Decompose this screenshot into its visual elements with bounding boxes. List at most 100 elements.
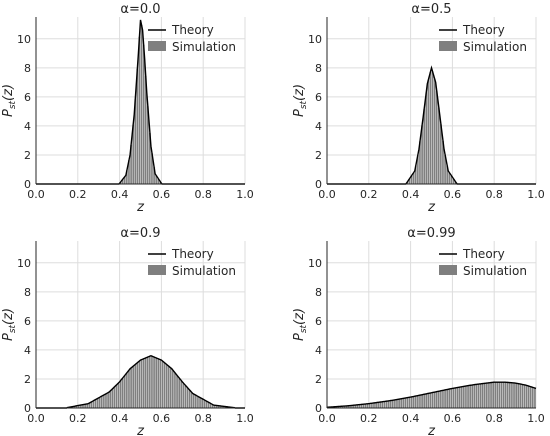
legend-theory-label: Theory — [171, 23, 214, 37]
histogram-bar — [159, 359, 162, 409]
legend-theory-label: Theory — [462, 247, 505, 261]
x-axis-label: z — [136, 200, 145, 215]
x-tick-label: 1.0 — [527, 412, 545, 425]
chart-panel-3: 0.0 0.2 0.4 0.6 0.8 1.0 0 2 4 6 8 10 α=0.9 z Pst(z) The… — [1, 226, 254, 436]
x-tick-label: 0.6 — [153, 412, 171, 425]
histogram-bar — [393, 399, 397, 409]
y-axis-label-main: P — [1, 333, 16, 341]
y-axis-label: Pst(z) — [1, 308, 18, 341]
x-tick-label: 0.8 — [194, 412, 212, 425]
x-tick-label: 0.0 — [318, 188, 336, 201]
histogram-bar — [391, 400, 395, 409]
x-tick-label: 0.6 — [444, 412, 462, 425]
y-tick-label: 2 — [315, 149, 322, 162]
legend-simulation-swatch — [439, 41, 457, 51]
histogram-bar — [395, 399, 399, 409]
histogram-bar — [500, 381, 503, 409]
histogram-bar — [454, 387, 457, 409]
histogram-bar — [418, 394, 422, 409]
histogram-bar — [182, 382, 185, 409]
y-axis-label: Pst(z) — [292, 308, 309, 341]
histogram-bar — [425, 91, 428, 185]
x-tick-label: 0.2 — [360, 412, 378, 425]
histogram-bar — [450, 388, 453, 409]
histogram-bar — [427, 393, 430, 409]
simulation-histogram — [119, 24, 162, 185]
histogram-bar — [514, 383, 518, 409]
histogram-bar — [173, 372, 177, 409]
legend: Theory Simulation — [148, 247, 236, 278]
legend-theory-label: Theory — [171, 247, 214, 261]
y-axis-label-subscript: st — [8, 324, 18, 333]
x-tick-label: 0.0 — [27, 188, 45, 201]
histogram-bar — [502, 381, 505, 409]
y-axis-label-rest: (z) — [1, 308, 16, 325]
histogram-bar — [533, 387, 537, 409]
histogram-bar — [104, 393, 108, 409]
y-tick-label: 8 — [24, 286, 31, 299]
histogram-bar — [98, 397, 101, 409]
histogram-bar — [194, 395, 198, 409]
histogram-bar — [491, 382, 495, 409]
x-tick-label: 0.6 — [444, 188, 462, 201]
histogram-bar — [512, 382, 516, 409]
histogram-bar — [123, 375, 127, 409]
histogram-bar — [435, 90, 438, 185]
y-tick-label: 8 — [24, 62, 31, 75]
histogram-bar — [94, 399, 97, 409]
histogram-bar — [466, 385, 470, 409]
histogram-bar — [452, 388, 455, 409]
histogram-bar — [437, 107, 441, 185]
histogram-bar — [152, 356, 156, 409]
theory-line — [326, 381, 537, 408]
x-axis-label: z — [427, 200, 436, 215]
histogram-bar — [487, 382, 491, 409]
histogram-bar — [385, 400, 388, 409]
histogram-bar — [412, 396, 415, 409]
y-tick-label: 0 — [315, 402, 322, 415]
histogram-bar — [448, 388, 451, 409]
histogram-bar — [100, 395, 104, 409]
y-tick-label: 4 — [24, 344, 31, 357]
y-axis-label-subscript: st — [299, 100, 309, 109]
simulation-histogram — [406, 71, 457, 185]
histogram-bar — [376, 402, 380, 409]
histogram-bar — [136, 362, 139, 409]
histogram-bar — [379, 401, 382, 409]
histogram-bar — [142, 44, 145, 185]
histogram-bar — [115, 384, 118, 409]
y-axis-label: Pst(z) — [292, 84, 309, 117]
chart-title: α=0.99 — [407, 226, 455, 241]
histogram-bar — [506, 382, 510, 409]
histogram-bar — [456, 387, 459, 409]
histogram-bar — [190, 392, 193, 409]
legend-simulation-label: Simulation — [463, 264, 527, 278]
chart-panel-2: 0.0 0.2 0.4 0.6 0.8 1.0 0 2 4 6 8 10 α=0.5 z Pst(z) The… — [292, 2, 545, 215]
legend-simulation-label: Simulation — [172, 40, 236, 54]
legend: Theory Simulation — [439, 23, 527, 54]
histogram-bar — [416, 395, 420, 409]
histogram-bar — [471, 384, 474, 409]
legend: Theory Simulation — [148, 23, 236, 54]
histogram-bar — [508, 382, 512, 409]
histogram-bar — [138, 360, 141, 409]
histogram-bar — [531, 387, 535, 409]
y-axis-label-rest: (z) — [292, 308, 307, 325]
histogram-bar — [167, 366, 170, 409]
y-axis-label-main: P — [1, 109, 16, 117]
x-axis-label: z — [427, 424, 436, 436]
histogram-bar — [200, 398, 204, 409]
histogram-bar — [494, 381, 497, 409]
histogram-bar — [464, 385, 468, 409]
legend-simulation-label: Simulation — [463, 40, 527, 54]
chart-panel-4: 0.0 0.2 0.4 0.6 0.8 1.0 0 2 4 6 8 10 α=0.99 z Pst(z) Th… — [292, 226, 545, 436]
histogram-bar — [422, 394, 426, 409]
chart-title: α=0.5 — [411, 2, 451, 17]
histogram-bar — [481, 383, 484, 409]
y-tick-label: 4 — [315, 344, 322, 357]
legend-simulation-swatch — [148, 265, 166, 275]
x-tick-label: 0.2 — [69, 188, 87, 201]
histogram-bar — [517, 383, 520, 409]
y-axis-label-rest: (z) — [292, 84, 307, 101]
histogram-bar — [113, 386, 116, 409]
